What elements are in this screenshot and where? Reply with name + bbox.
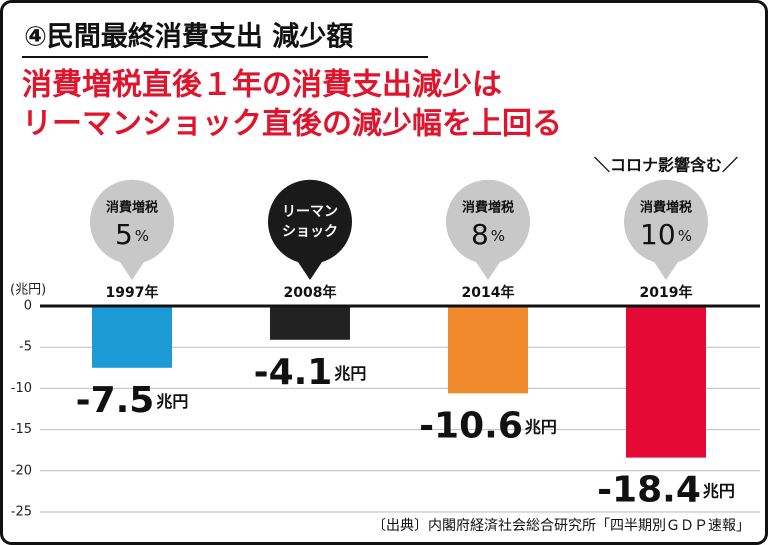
bubble-rate-value: 10	[640, 218, 676, 251]
data-label: -18.4 兆円	[597, 470, 735, 511]
y-tick-label: -5	[19, 340, 32, 355]
bubble	[89, 179, 174, 280]
bubble-rate-unit: %	[135, 227, 149, 245]
subtitle-line: リーマンショック直後の減少幅を上回る	[22, 107, 562, 142]
data-label: -10.6 兆円	[419, 405, 557, 446]
bubble-rate: 5%	[115, 218, 149, 251]
data-label-value: -7.5	[76, 380, 155, 421]
annotation: ＼コロナ影響含む／	[594, 156, 738, 175]
x-tick-label: 2014年	[462, 284, 515, 301]
bubble-caption: ショック	[282, 224, 338, 240]
bubble-rate: 10%	[640, 218, 692, 251]
data-label-unit: 兆円	[703, 481, 735, 500]
bubble-caption: 消費増税	[462, 200, 514, 216]
bubble-rate: 8%	[471, 218, 505, 251]
bubble-rate-value: 5	[115, 218, 133, 251]
bubble-caption: リーマン	[282, 204, 338, 220]
y-tick-label: -20	[11, 463, 32, 478]
x-tick-label: 2019年	[640, 284, 693, 301]
data-label: -4.1 兆円	[254, 352, 367, 393]
data-label-value: -10.6	[419, 405, 523, 446]
y-tick-label: -15	[11, 422, 32, 437]
bubble-caption: 消費増税	[640, 200, 692, 216]
x-tick-label: 2008年	[284, 284, 337, 301]
bubble-caption: 消費増税	[106, 200, 158, 216]
bubble-rate-value: 8	[471, 218, 489, 251]
subtitle-line: 消費増税直後１年の消費支出減少は	[22, 68, 502, 103]
chart-title: ④民間最終消費支出 減少額	[24, 21, 353, 53]
bar	[92, 306, 172, 368]
data-label: -7.5 兆円	[76, 380, 189, 421]
bar	[626, 306, 706, 458]
data-label-value: -4.1	[254, 352, 333, 393]
bar	[448, 306, 528, 394]
data-label-unit: 兆円	[525, 417, 557, 436]
data-label-value: -18.4	[597, 470, 701, 511]
y-tick-label: -10	[11, 381, 32, 396]
data-label-unit: 兆円	[156, 391, 188, 410]
x-tick-label: 1997年	[106, 284, 159, 301]
bubble	[445, 179, 530, 280]
y-tick-label: -25	[11, 505, 32, 520]
bar	[270, 306, 350, 340]
bubble-rate-unit: %	[491, 227, 505, 245]
data-label-unit: 兆円	[334, 363, 366, 382]
bubble-rate-unit: %	[678, 227, 692, 245]
source: 〔出典〕内閣府経済社会総合研究所「四半期別ＧＤＰ速報」	[372, 518, 750, 534]
y-axis-label: (兆円)	[10, 283, 46, 298]
y-tick-label: 0	[24, 299, 32, 314]
bubble	[267, 179, 352, 280]
bubble	[623, 179, 708, 280]
